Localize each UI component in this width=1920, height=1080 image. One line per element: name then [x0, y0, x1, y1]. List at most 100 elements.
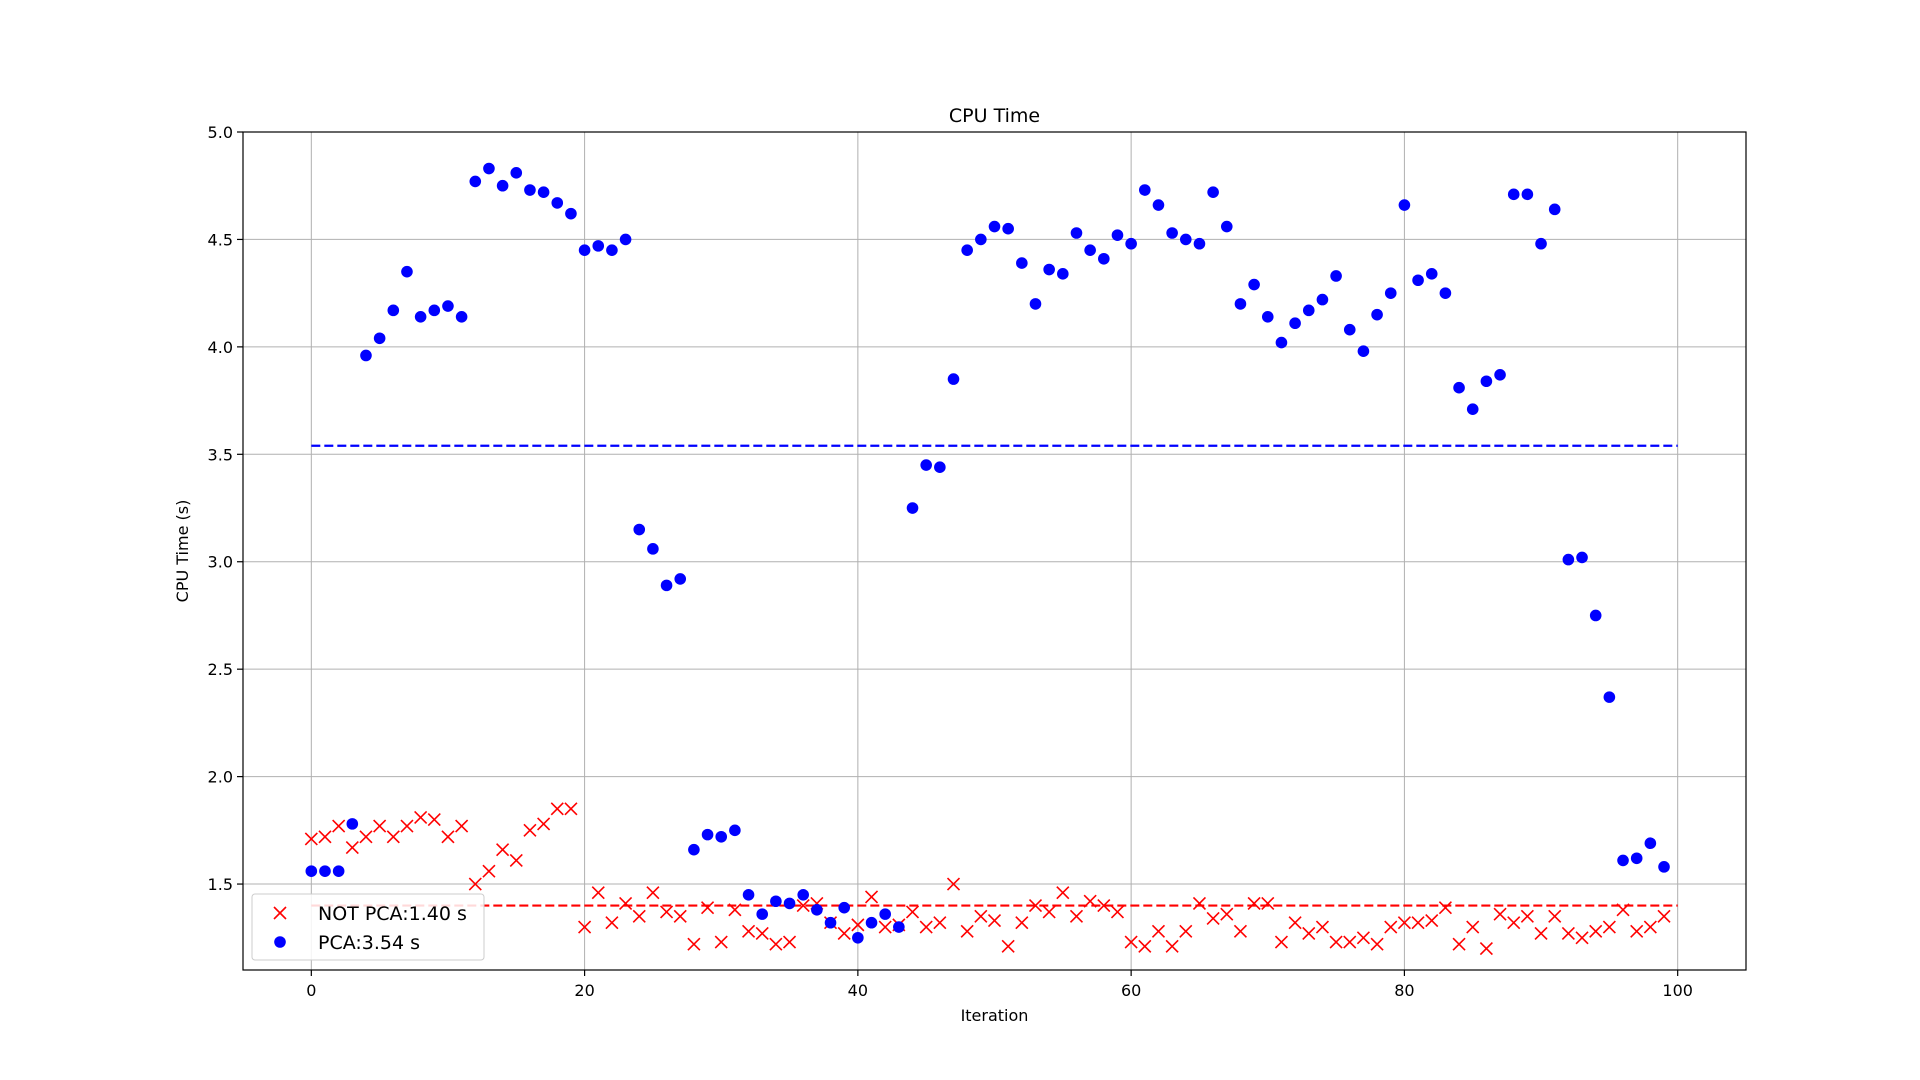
x-marker-stroke [455, 819, 469, 833]
x-marker-stroke [1138, 939, 1152, 953]
point-not-pca [1206, 911, 1220, 925]
x-marker-stroke [1411, 916, 1425, 930]
point-pca [496, 179, 509, 192]
point-pca [1002, 222, 1014, 235]
x-marker-stroke [468, 877, 482, 891]
point-not-pca [427, 813, 441, 827]
x-marker-stroke [359, 830, 373, 844]
x-marker-stroke [605, 916, 619, 930]
point-not-pca [359, 830, 373, 844]
point-pca [1084, 244, 1096, 256]
x-marker-stroke [1507, 916, 1521, 930]
x-marker-stroke [1261, 896, 1275, 910]
point-pca [1535, 237, 1547, 250]
x-marker-stroke [1247, 896, 1261, 910]
point-pca [824, 916, 837, 929]
point-not-pca [1001, 939, 1015, 953]
point-not-pca [578, 920, 592, 934]
x-axis-label: Iteration [961, 1006, 1029, 1025]
point-not-pca [537, 817, 551, 831]
point-not-pca [755, 926, 769, 941]
x-marker-stroke [1056, 886, 1070, 900]
point-not-pca [1479, 941, 1493, 956]
x-marker-stroke [741, 924, 756, 938]
point-pca [414, 310, 427, 323]
point-pca [1644, 837, 1657, 850]
y-tick-label: 2.0 [208, 768, 233, 787]
point-not-pca [905, 905, 920, 919]
x-marker-stroke [1425, 914, 1439, 928]
point-pca [1316, 293, 1329, 306]
legend-marker-not-pca [273, 906, 287, 920]
point-pca [1384, 287, 1397, 299]
point-pca [1439, 287, 1452, 299]
x-marker-stroke [1329, 935, 1343, 949]
point-not-pca [1370, 937, 1384, 951]
point-not-pca [1356, 931, 1370, 945]
point-not-pca [373, 819, 387, 833]
x-marker-stroke [1288, 916, 1302, 930]
point-not-pca [523, 823, 537, 837]
x-marker-stroke [1630, 924, 1644, 938]
point-pca [1357, 345, 1370, 357]
point-not-pca [987, 914, 1002, 928]
point-pca [1111, 229, 1124, 241]
point-pca [510, 167, 523, 179]
x-marker-stroke [782, 935, 797, 949]
point-not-pca [1329, 935, 1343, 949]
point-not-pca [1548, 909, 1562, 923]
x-marker-stroke [1370, 937, 1384, 951]
point-pca [619, 233, 632, 246]
point-pca [729, 824, 741, 837]
point-pca [660, 579, 673, 592]
point-not-pca [482, 864, 496, 878]
point-pca [770, 895, 782, 908]
x-marker-stroke [509, 853, 523, 867]
y-tick-label: 3.5 [208, 445, 233, 464]
point-pca [1330, 270, 1342, 282]
x-marker-stroke [700, 901, 715, 915]
data-points [304, 162, 1671, 956]
x-marker-stroke [1124, 935, 1138, 949]
point-pca [920, 459, 932, 471]
point-not-pca [1384, 920, 1398, 934]
x-marker-stroke [632, 909, 646, 923]
point-not-pca [1630, 924, 1644, 938]
x-marker-stroke [1466, 920, 1480, 934]
point-pca [606, 244, 618, 256]
x-marker-stroke [728, 903, 742, 917]
point-not-pca [878, 920, 892, 934]
point-pca [1466, 403, 1479, 415]
x-marker-stroke [1356, 931, 1370, 945]
point-not-pca [1192, 896, 1207, 910]
point-not-pca [509, 853, 523, 867]
point-not-pca [1069, 909, 1084, 923]
x-marker-stroke [1151, 924, 1166, 938]
point-not-pca [455, 819, 469, 833]
x-marker-stroke [1397, 916, 1411, 930]
x-marker-stroke [905, 905, 920, 919]
x-marker-stroke [755, 926, 769, 941]
point-pca [1658, 861, 1670, 873]
x-marker-stroke [1561, 926, 1575, 941]
point-not-pca [1575, 931, 1589, 945]
x-marker-stroke [1643, 920, 1657, 934]
point-not-pca [304, 832, 318, 846]
x-marker-stroke [304, 832, 318, 846]
x-marker-stroke [1110, 905, 1125, 919]
x-marker-stroke [1384, 920, 1398, 934]
point-not-pca [769, 937, 783, 951]
point-pca [893, 921, 905, 933]
point-not-pca [1493, 907, 1507, 921]
point-pca [1043, 263, 1055, 276]
x-marker-stroke [427, 813, 441, 827]
point-not-pca [946, 877, 961, 891]
point-not-pca [400, 819, 414, 833]
x-marker-stroke [1220, 907, 1234, 921]
point-not-pca [1466, 920, 1480, 934]
point-not-pca [1274, 935, 1289, 949]
point-pca [469, 175, 482, 188]
point-not-pca [728, 903, 742, 917]
x-marker-stroke [1520, 909, 1534, 923]
